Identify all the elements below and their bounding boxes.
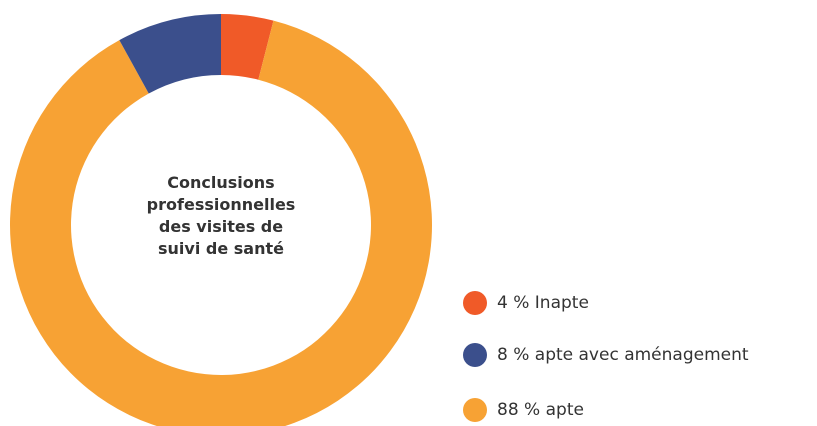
legend-value: 4 % — [497, 293, 529, 313]
legend-marker — [463, 343, 487, 367]
legend-value: 8 % — [497, 345, 529, 365]
legend-category: apte — [546, 400, 584, 420]
legend-category: Inapte — [535, 293, 589, 313]
legend-label: 8 % apte avec aménagement — [497, 345, 749, 365]
legend-value: 88 % — [497, 400, 540, 420]
legend-category: apte avec aménagement — [535, 345, 749, 365]
legend-label: 4 % Inapte — [497, 293, 589, 313]
legend-label: 88 % apte — [497, 400, 584, 420]
legend-marker — [463, 291, 487, 315]
donut-segment — [221, 14, 274, 80]
donut-segment — [119, 13, 221, 94]
chart-title: Conclusions professionnelles des visites… — [146, 173, 296, 258]
legend-marker — [463, 398, 487, 422]
